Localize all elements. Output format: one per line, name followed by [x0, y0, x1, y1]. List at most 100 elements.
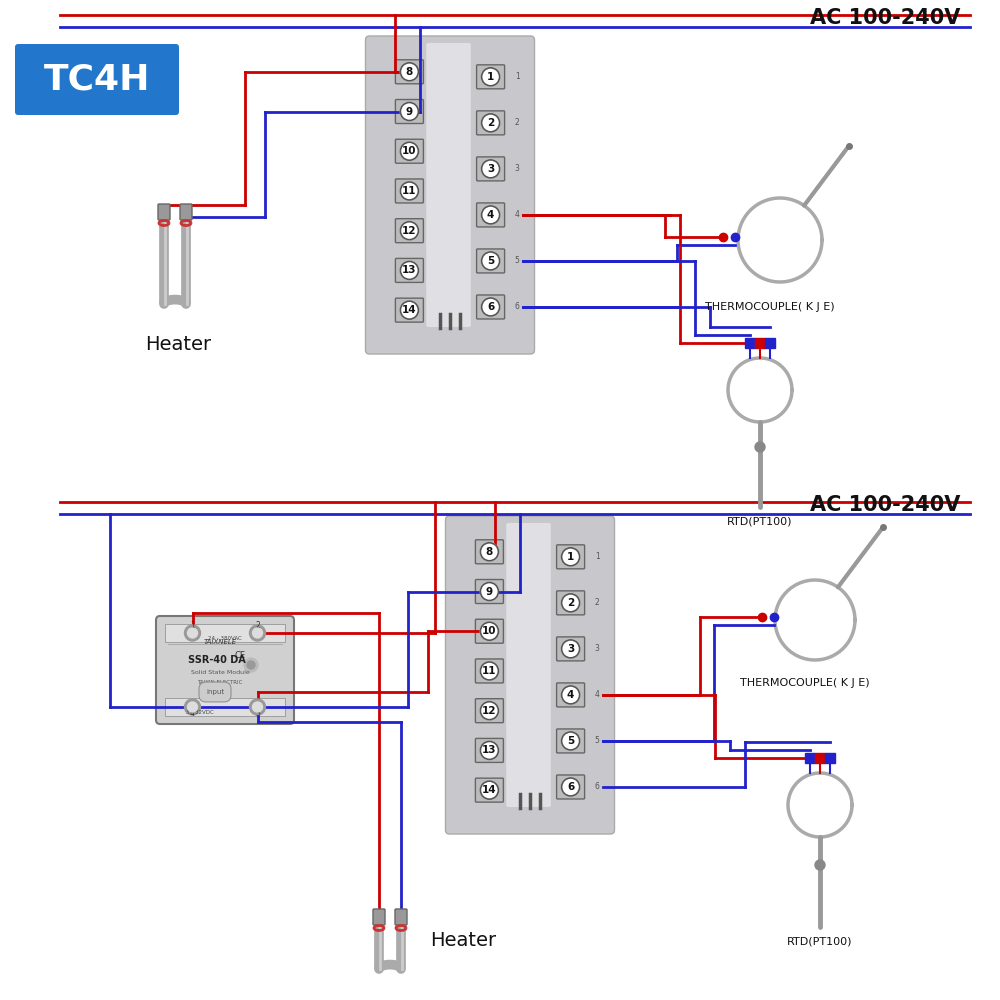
FancyBboxPatch shape — [446, 516, 614, 834]
Text: 11: 11 — [402, 186, 417, 196]
Circle shape — [482, 206, 500, 224]
Circle shape — [188, 702, 198, 712]
Text: AC 100-240V: AC 100-240V — [810, 8, 960, 28]
Circle shape — [480, 662, 498, 680]
Text: SSR-40 DA: SSR-40 DA — [188, 655, 246, 665]
Circle shape — [482, 68, 500, 86]
Text: 1: 1 — [190, 621, 195, 630]
Circle shape — [482, 298, 500, 316]
Text: 13: 13 — [482, 745, 497, 755]
Text: 4: 4 — [595, 690, 600, 699]
FancyBboxPatch shape — [15, 44, 179, 115]
Text: RTD(PT100): RTD(PT100) — [727, 517, 793, 527]
FancyBboxPatch shape — [395, 909, 407, 925]
Text: 4: 4 — [567, 690, 574, 700]
Circle shape — [815, 860, 825, 870]
Circle shape — [252, 702, 262, 712]
Circle shape — [400, 301, 418, 319]
FancyBboxPatch shape — [557, 591, 585, 615]
FancyBboxPatch shape — [373, 909, 385, 925]
FancyBboxPatch shape — [557, 729, 585, 753]
Text: TC4H: TC4H — [44, 62, 150, 96]
Text: 2: 2 — [595, 598, 600, 607]
Text: 5: 5 — [487, 256, 494, 266]
Text: 14: 14 — [402, 305, 417, 315]
FancyBboxPatch shape — [158, 204, 170, 220]
FancyBboxPatch shape — [477, 157, 505, 181]
Text: 3: 3 — [567, 644, 574, 654]
Circle shape — [250, 625, 266, 641]
Text: 5: 5 — [515, 256, 520, 265]
Circle shape — [252, 628, 262, 638]
FancyBboxPatch shape — [557, 683, 585, 707]
FancyBboxPatch shape — [395, 219, 423, 243]
FancyBboxPatch shape — [426, 43, 471, 327]
Circle shape — [562, 686, 580, 704]
Circle shape — [562, 778, 580, 796]
Circle shape — [482, 114, 500, 132]
FancyBboxPatch shape — [477, 295, 505, 319]
Circle shape — [755, 442, 765, 452]
FancyBboxPatch shape — [477, 249, 505, 273]
Circle shape — [480, 622, 498, 640]
Text: 9: 9 — [486, 587, 493, 597]
Text: input: input — [206, 689, 224, 695]
FancyBboxPatch shape — [557, 545, 585, 569]
FancyBboxPatch shape — [395, 298, 423, 322]
FancyBboxPatch shape — [475, 659, 503, 683]
Text: 6: 6 — [567, 782, 574, 792]
FancyBboxPatch shape — [395, 60, 423, 84]
Text: 1: 1 — [595, 552, 600, 561]
FancyBboxPatch shape — [475, 778, 503, 802]
Circle shape — [482, 160, 500, 178]
FancyBboxPatch shape — [475, 738, 503, 762]
Text: 8: 8 — [406, 67, 413, 77]
FancyBboxPatch shape — [475, 580, 503, 604]
Circle shape — [482, 252, 500, 270]
FancyBboxPatch shape — [395, 139, 423, 163]
Text: 2: 2 — [567, 598, 574, 608]
Circle shape — [480, 543, 498, 561]
Text: 6: 6 — [595, 782, 600, 791]
Text: 14: 14 — [482, 785, 497, 795]
Circle shape — [480, 741, 498, 759]
FancyBboxPatch shape — [506, 523, 551, 807]
Text: 10: 10 — [402, 146, 417, 156]
Circle shape — [562, 732, 580, 750]
FancyBboxPatch shape — [477, 203, 505, 227]
Text: TAIXIN ELECTRIC: TAIXIN ELECTRIC — [197, 680, 243, 684]
Circle shape — [562, 548, 580, 566]
Text: 2: 2 — [515, 118, 520, 127]
Text: 1: 1 — [515, 72, 520, 81]
Text: Solid State Module: Solid State Module — [191, 670, 249, 676]
Text: 4: 4 — [515, 210, 520, 219]
FancyBboxPatch shape — [156, 616, 294, 724]
Circle shape — [188, 628, 198, 638]
Text: 3: 3 — [255, 709, 260, 718]
FancyBboxPatch shape — [557, 775, 585, 799]
Bar — [165, 624, 285, 642]
FancyBboxPatch shape — [475, 540, 503, 564]
Circle shape — [400, 142, 418, 160]
Bar — [165, 698, 285, 716]
Text: 1: 1 — [567, 552, 574, 562]
Text: Heater: Heater — [145, 335, 211, 354]
Text: 11: 11 — [482, 666, 497, 676]
Text: 3: 3 — [515, 164, 520, 173]
Circle shape — [250, 699, 266, 715]
FancyBboxPatch shape — [475, 699, 503, 723]
Text: 4: 4 — [487, 210, 494, 220]
Text: 5: 5 — [595, 736, 600, 745]
Circle shape — [400, 103, 418, 121]
Circle shape — [480, 781, 498, 799]
FancyBboxPatch shape — [395, 100, 423, 124]
Text: 3 - 32VDC: 3 - 32VDC — [186, 710, 214, 714]
Text: Heater: Heater — [430, 930, 496, 950]
Circle shape — [244, 658, 258, 672]
Text: 3: 3 — [595, 644, 600, 653]
FancyBboxPatch shape — [395, 179, 423, 203]
Text: 12: 12 — [402, 226, 417, 236]
Circle shape — [480, 702, 498, 720]
Text: CE: CE — [234, 650, 246, 660]
Text: 9: 9 — [406, 107, 413, 117]
